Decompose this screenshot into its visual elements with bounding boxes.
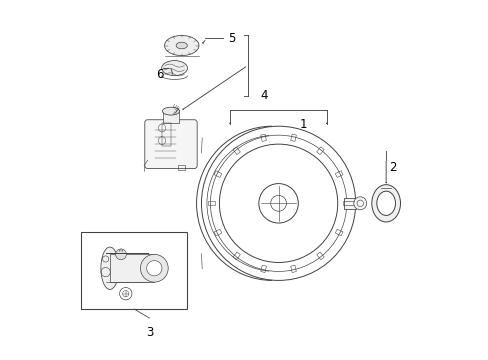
Text: 4: 4 — [260, 89, 267, 102]
Text: 1: 1 — [299, 118, 307, 131]
Text: 5: 5 — [228, 32, 235, 45]
Ellipse shape — [164, 36, 199, 55]
Text: 3: 3 — [145, 326, 153, 339]
Bar — [110, 255, 154, 282]
Ellipse shape — [371, 185, 400, 222]
Ellipse shape — [176, 42, 187, 49]
Bar — [344, 198, 355, 209]
Bar — [81, 232, 187, 309]
Ellipse shape — [376, 191, 395, 215]
Bar — [163, 111, 179, 123]
Bar — [214, 171, 222, 177]
Bar — [178, 165, 184, 170]
Ellipse shape — [162, 107, 179, 115]
Bar — [260, 265, 266, 273]
Circle shape — [146, 261, 162, 276]
Circle shape — [140, 255, 168, 282]
Text: 2: 2 — [389, 161, 396, 174]
Bar — [260, 134, 266, 141]
Bar — [208, 201, 214, 206]
Ellipse shape — [101, 247, 119, 289]
Bar — [162, 123, 171, 146]
Bar — [316, 252, 324, 260]
Bar — [290, 265, 296, 273]
Bar — [335, 171, 342, 177]
Bar — [232, 147, 240, 154]
Ellipse shape — [162, 60, 187, 76]
Bar — [316, 147, 324, 154]
Circle shape — [353, 197, 366, 210]
Bar — [335, 229, 342, 236]
Bar — [290, 134, 296, 141]
Text: 6: 6 — [156, 68, 163, 81]
Bar — [342, 201, 348, 206]
Circle shape — [115, 249, 126, 260]
Bar — [232, 252, 240, 260]
FancyBboxPatch shape — [144, 120, 197, 168]
Bar — [214, 229, 222, 236]
